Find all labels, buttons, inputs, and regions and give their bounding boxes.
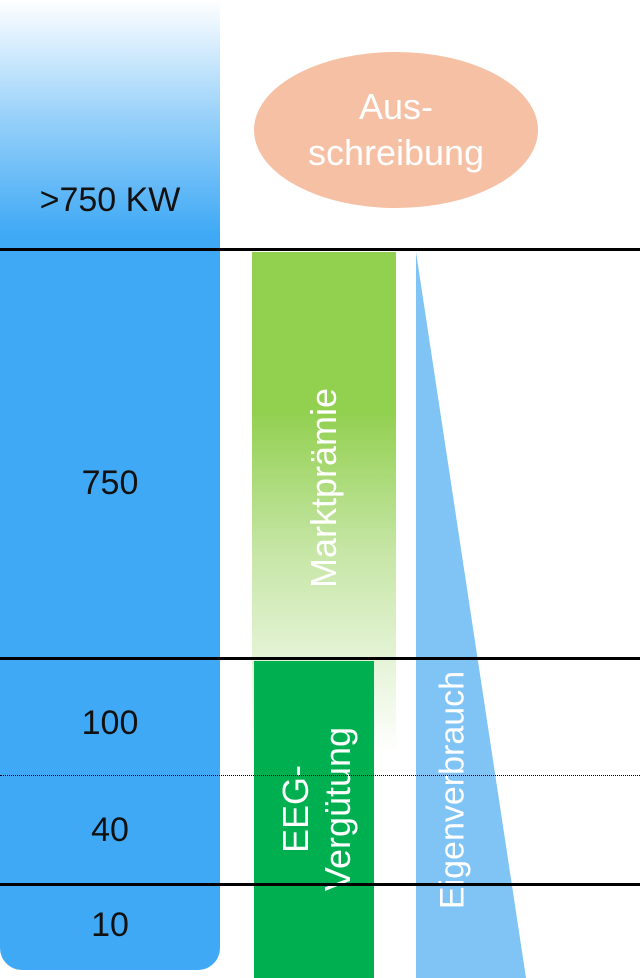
capacity-scale-column: [0, 0, 220, 970]
scale-label-over-750kw: >750 KW: [39, 181, 181, 219]
separator-line-750kw: [0, 248, 640, 251]
scale-label-40: 40: [91, 811, 129, 849]
separator-line-10kw: [0, 883, 640, 886]
dotted-line-40kw: [0, 775, 640, 776]
scale-label-100: 100: [81, 704, 139, 742]
separator-line-100kw: [0, 657, 640, 660]
feed-in-tariff-label-line1: EEG-: [275, 764, 316, 854]
scale-label-10: 10: [91, 906, 129, 944]
self-consumption-wedge: [416, 252, 526, 978]
feed-in-tariff-bar: EEG- Vergütung: [254, 661, 374, 978]
tender-label: Aus- schreibung: [307, 86, 485, 173]
feed-in-tariff-label-line2: Vergütung: [317, 726, 358, 892]
tender-ellipse: Aus- schreibung: [254, 52, 538, 208]
self-consumption-label: Eigenverbrauch: [433, 670, 472, 910]
market-premium-label: Marktprämie: [303, 387, 344, 589]
scale-label-750: 750: [81, 464, 139, 502]
